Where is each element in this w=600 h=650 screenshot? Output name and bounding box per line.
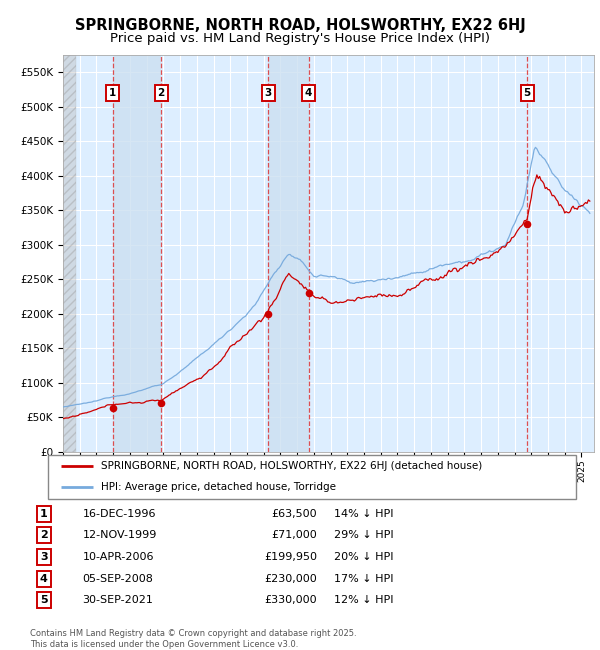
Text: £330,000: £330,000 xyxy=(265,595,317,605)
Text: HPI: Average price, detached house, Torridge: HPI: Average price, detached house, Torr… xyxy=(101,482,336,492)
Text: 30-SEP-2021: 30-SEP-2021 xyxy=(82,595,154,605)
Text: 29% ↓ HPI: 29% ↓ HPI xyxy=(334,530,393,540)
Text: 17% ↓ HPI: 17% ↓ HPI xyxy=(334,574,393,584)
Text: £230,000: £230,000 xyxy=(264,574,317,584)
Text: Price paid vs. HM Land Registry's House Price Index (HPI): Price paid vs. HM Land Registry's House … xyxy=(110,32,490,45)
Text: 2: 2 xyxy=(40,530,47,540)
Text: 16-DEC-1996: 16-DEC-1996 xyxy=(82,509,156,519)
Text: £71,000: £71,000 xyxy=(271,530,317,540)
Text: 2: 2 xyxy=(158,88,165,98)
Text: 12-NOV-1999: 12-NOV-1999 xyxy=(82,530,157,540)
Text: £199,950: £199,950 xyxy=(264,552,317,562)
Text: 5: 5 xyxy=(40,595,47,605)
Bar xyxy=(113,55,161,452)
FancyBboxPatch shape xyxy=(48,455,576,499)
Text: 05-SEP-2008: 05-SEP-2008 xyxy=(82,574,154,584)
Bar xyxy=(63,55,76,452)
Text: Contains HM Land Registry data © Crown copyright and database right 2025.
This d: Contains HM Land Registry data © Crown c… xyxy=(30,629,356,649)
Text: SPRINGBORNE, NORTH ROAD, HOLSWORTHY, EX22 6HJ (detached house): SPRINGBORNE, NORTH ROAD, HOLSWORTHY, EX2… xyxy=(101,461,482,471)
Text: £63,500: £63,500 xyxy=(271,509,317,519)
Text: SPRINGBORNE, NORTH ROAD, HOLSWORTHY, EX22 6HJ: SPRINGBORNE, NORTH ROAD, HOLSWORTHY, EX2… xyxy=(74,18,526,33)
Text: 4: 4 xyxy=(305,88,312,98)
Text: 1: 1 xyxy=(109,88,116,98)
Text: 10-APR-2006: 10-APR-2006 xyxy=(82,552,154,562)
Text: 12% ↓ HPI: 12% ↓ HPI xyxy=(334,595,393,605)
Bar xyxy=(268,55,308,452)
Text: 3: 3 xyxy=(40,552,47,562)
Text: 14% ↓ HPI: 14% ↓ HPI xyxy=(334,509,393,519)
Text: 5: 5 xyxy=(523,88,531,98)
Text: 4: 4 xyxy=(40,574,48,584)
Text: 3: 3 xyxy=(265,88,272,98)
Text: 20% ↓ HPI: 20% ↓ HPI xyxy=(334,552,393,562)
Text: 1: 1 xyxy=(40,509,47,519)
